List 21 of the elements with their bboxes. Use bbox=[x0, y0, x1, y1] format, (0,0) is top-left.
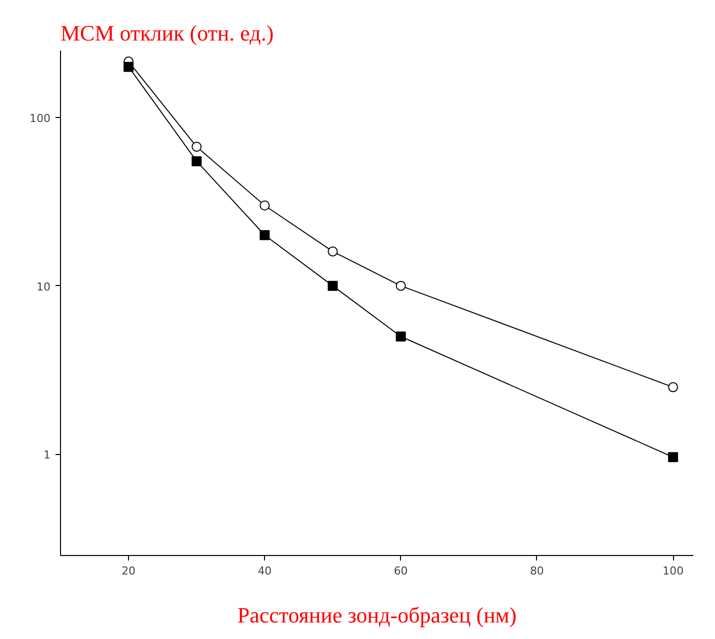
y-tick-label: 100 bbox=[30, 112, 51, 125]
y-tick-label: 1 bbox=[44, 448, 50, 462]
y-axis-title: МСМ отклик (отн. ед.) bbox=[60, 20, 274, 46]
point bbox=[124, 62, 134, 72]
point bbox=[396, 331, 406, 342]
x-tick-label: 100 bbox=[662, 564, 684, 578]
x-axis-title: Расстояние зонд-образец (нм) bbox=[237, 602, 517, 628]
point bbox=[668, 452, 678, 462]
point bbox=[328, 246, 338, 256]
point bbox=[668, 382, 678, 392]
point bbox=[260, 230, 270, 240]
x-tick-label: 40 bbox=[258, 564, 272, 578]
point bbox=[396, 280, 406, 291]
point bbox=[260, 200, 270, 210]
x-tick-label: 60 bbox=[394, 564, 408, 578]
x-tick-label: 80 bbox=[530, 564, 544, 578]
y-tick-label: 10 bbox=[36, 280, 51, 294]
x-tick-label: 20 bbox=[122, 564, 136, 578]
point bbox=[192, 156, 202, 166]
point bbox=[192, 142, 202, 152]
point bbox=[328, 280, 338, 291]
